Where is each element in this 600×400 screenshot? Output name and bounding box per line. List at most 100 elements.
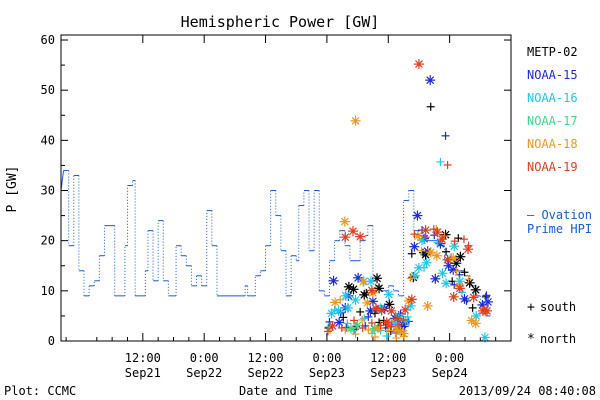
south-marker (417, 246, 426, 255)
y-tick-label: 0 (48, 334, 55, 348)
north-marker (350, 294, 361, 305)
north-marker (463, 244, 474, 255)
y-tick-label: 50 (41, 83, 55, 97)
south-marker (387, 322, 396, 331)
north-marker (326, 308, 337, 319)
south-marker (460, 268, 469, 277)
north-marker (454, 276, 465, 287)
north-marker (392, 313, 403, 324)
x-tick-label-date: Sep23 (370, 366, 406, 380)
plot-frame (60, 34, 512, 342)
north-marker (353, 272, 364, 283)
legend-item-noaa-15: NOAA-15 (527, 68, 578, 82)
north-marker (470, 318, 481, 329)
south-marker (426, 102, 435, 111)
south-marker (356, 307, 365, 316)
south-marker (339, 313, 348, 322)
x-tick-label-date: Sep24 (432, 366, 468, 380)
x-tick-label-time: 0:00 (312, 351, 341, 365)
north-marker (421, 257, 432, 268)
south-marker (395, 320, 404, 329)
south-marker (382, 331, 391, 340)
north-marker (455, 251, 466, 262)
south-marker (323, 327, 332, 336)
footer-left: Plot: CCMC (4, 384, 76, 398)
x-tick-label-date: Sep22 (186, 366, 222, 380)
north-marker (441, 278, 452, 289)
north-marker (376, 305, 387, 316)
north-marker (350, 115, 361, 126)
north-marker (340, 232, 351, 243)
south-marker (464, 275, 473, 284)
north-marker (420, 225, 431, 236)
y-tick-label: 30 (41, 184, 55, 198)
y-tick-label: 10 (41, 284, 55, 298)
north-marker (431, 250, 442, 261)
north-marker (425, 75, 436, 86)
north-marker (373, 322, 384, 333)
north-marker (413, 59, 424, 70)
y-tick-label: 40 (41, 133, 55, 147)
north-marker (413, 262, 424, 273)
north-marker (342, 302, 353, 313)
south-marker (358, 315, 367, 324)
south-marker (343, 319, 352, 328)
north-marker (436, 234, 447, 245)
south-marker (370, 332, 379, 341)
north-marker (328, 275, 339, 286)
north-marker (412, 210, 423, 221)
x-tick-label-date: Sep23 (309, 366, 345, 380)
south-marker (358, 323, 367, 332)
north-marker (409, 241, 420, 252)
north-marker (362, 297, 373, 308)
south-marker (364, 325, 373, 334)
legend-item-noaa-18: NOAA-18 (527, 137, 578, 151)
south-marker (482, 291, 491, 300)
south-marker (468, 303, 477, 312)
south-marker (364, 312, 373, 321)
south-marker (452, 267, 461, 276)
legend-north-symbol: * (527, 332, 535, 347)
x-tick-label-time: 12:00 (247, 351, 283, 365)
south-marker (367, 318, 376, 327)
north-marker (386, 305, 397, 316)
south-marker (406, 274, 415, 283)
north-marker (481, 305, 492, 316)
y-tick-label: 20 (41, 234, 55, 248)
x-tick-label-date: Sep21 (125, 366, 161, 380)
north-marker (330, 297, 341, 308)
south-marker (351, 329, 360, 338)
north-marker (366, 285, 377, 296)
south-marker (360, 314, 369, 323)
legend-ovation-line2: Prime HPI (527, 222, 592, 236)
south-marker (433, 238, 442, 247)
legend-item-metp-02: METP-02 (527, 45, 578, 59)
north-marker (470, 284, 481, 295)
north-marker (381, 317, 392, 328)
south-marker (450, 237, 459, 246)
legend-north-label: north (540, 332, 576, 346)
legend: METP-02 NOAA-15 NOAA-16 NOAA-17 NOAA-18 NOAA-… (527, 45, 592, 347)
north-marker (359, 289, 370, 300)
north-marker (422, 300, 433, 311)
south-marker (350, 316, 359, 325)
x-tick-label-time: 0:00 (435, 351, 464, 365)
legend-item-noaa-16: NOAA-16 (527, 91, 578, 105)
ovation-layer (60, 169, 491, 317)
north-marker (442, 254, 453, 265)
legend-item-noaa-17: NOAA-17 (527, 114, 578, 128)
north-marker (374, 283, 385, 294)
footer-right: 2013/09/24 08:40:08 (459, 384, 596, 398)
north-marker (459, 293, 470, 304)
north-marker (398, 328, 409, 339)
north-marker (358, 276, 369, 287)
south-marker (448, 277, 457, 286)
south-marker (341, 325, 350, 334)
legend-south-symbol: + (527, 300, 535, 315)
south-marker (407, 249, 416, 258)
north-marker (327, 320, 338, 331)
north-marker (451, 258, 462, 269)
north-marker (333, 305, 344, 316)
north-marker (430, 273, 441, 284)
